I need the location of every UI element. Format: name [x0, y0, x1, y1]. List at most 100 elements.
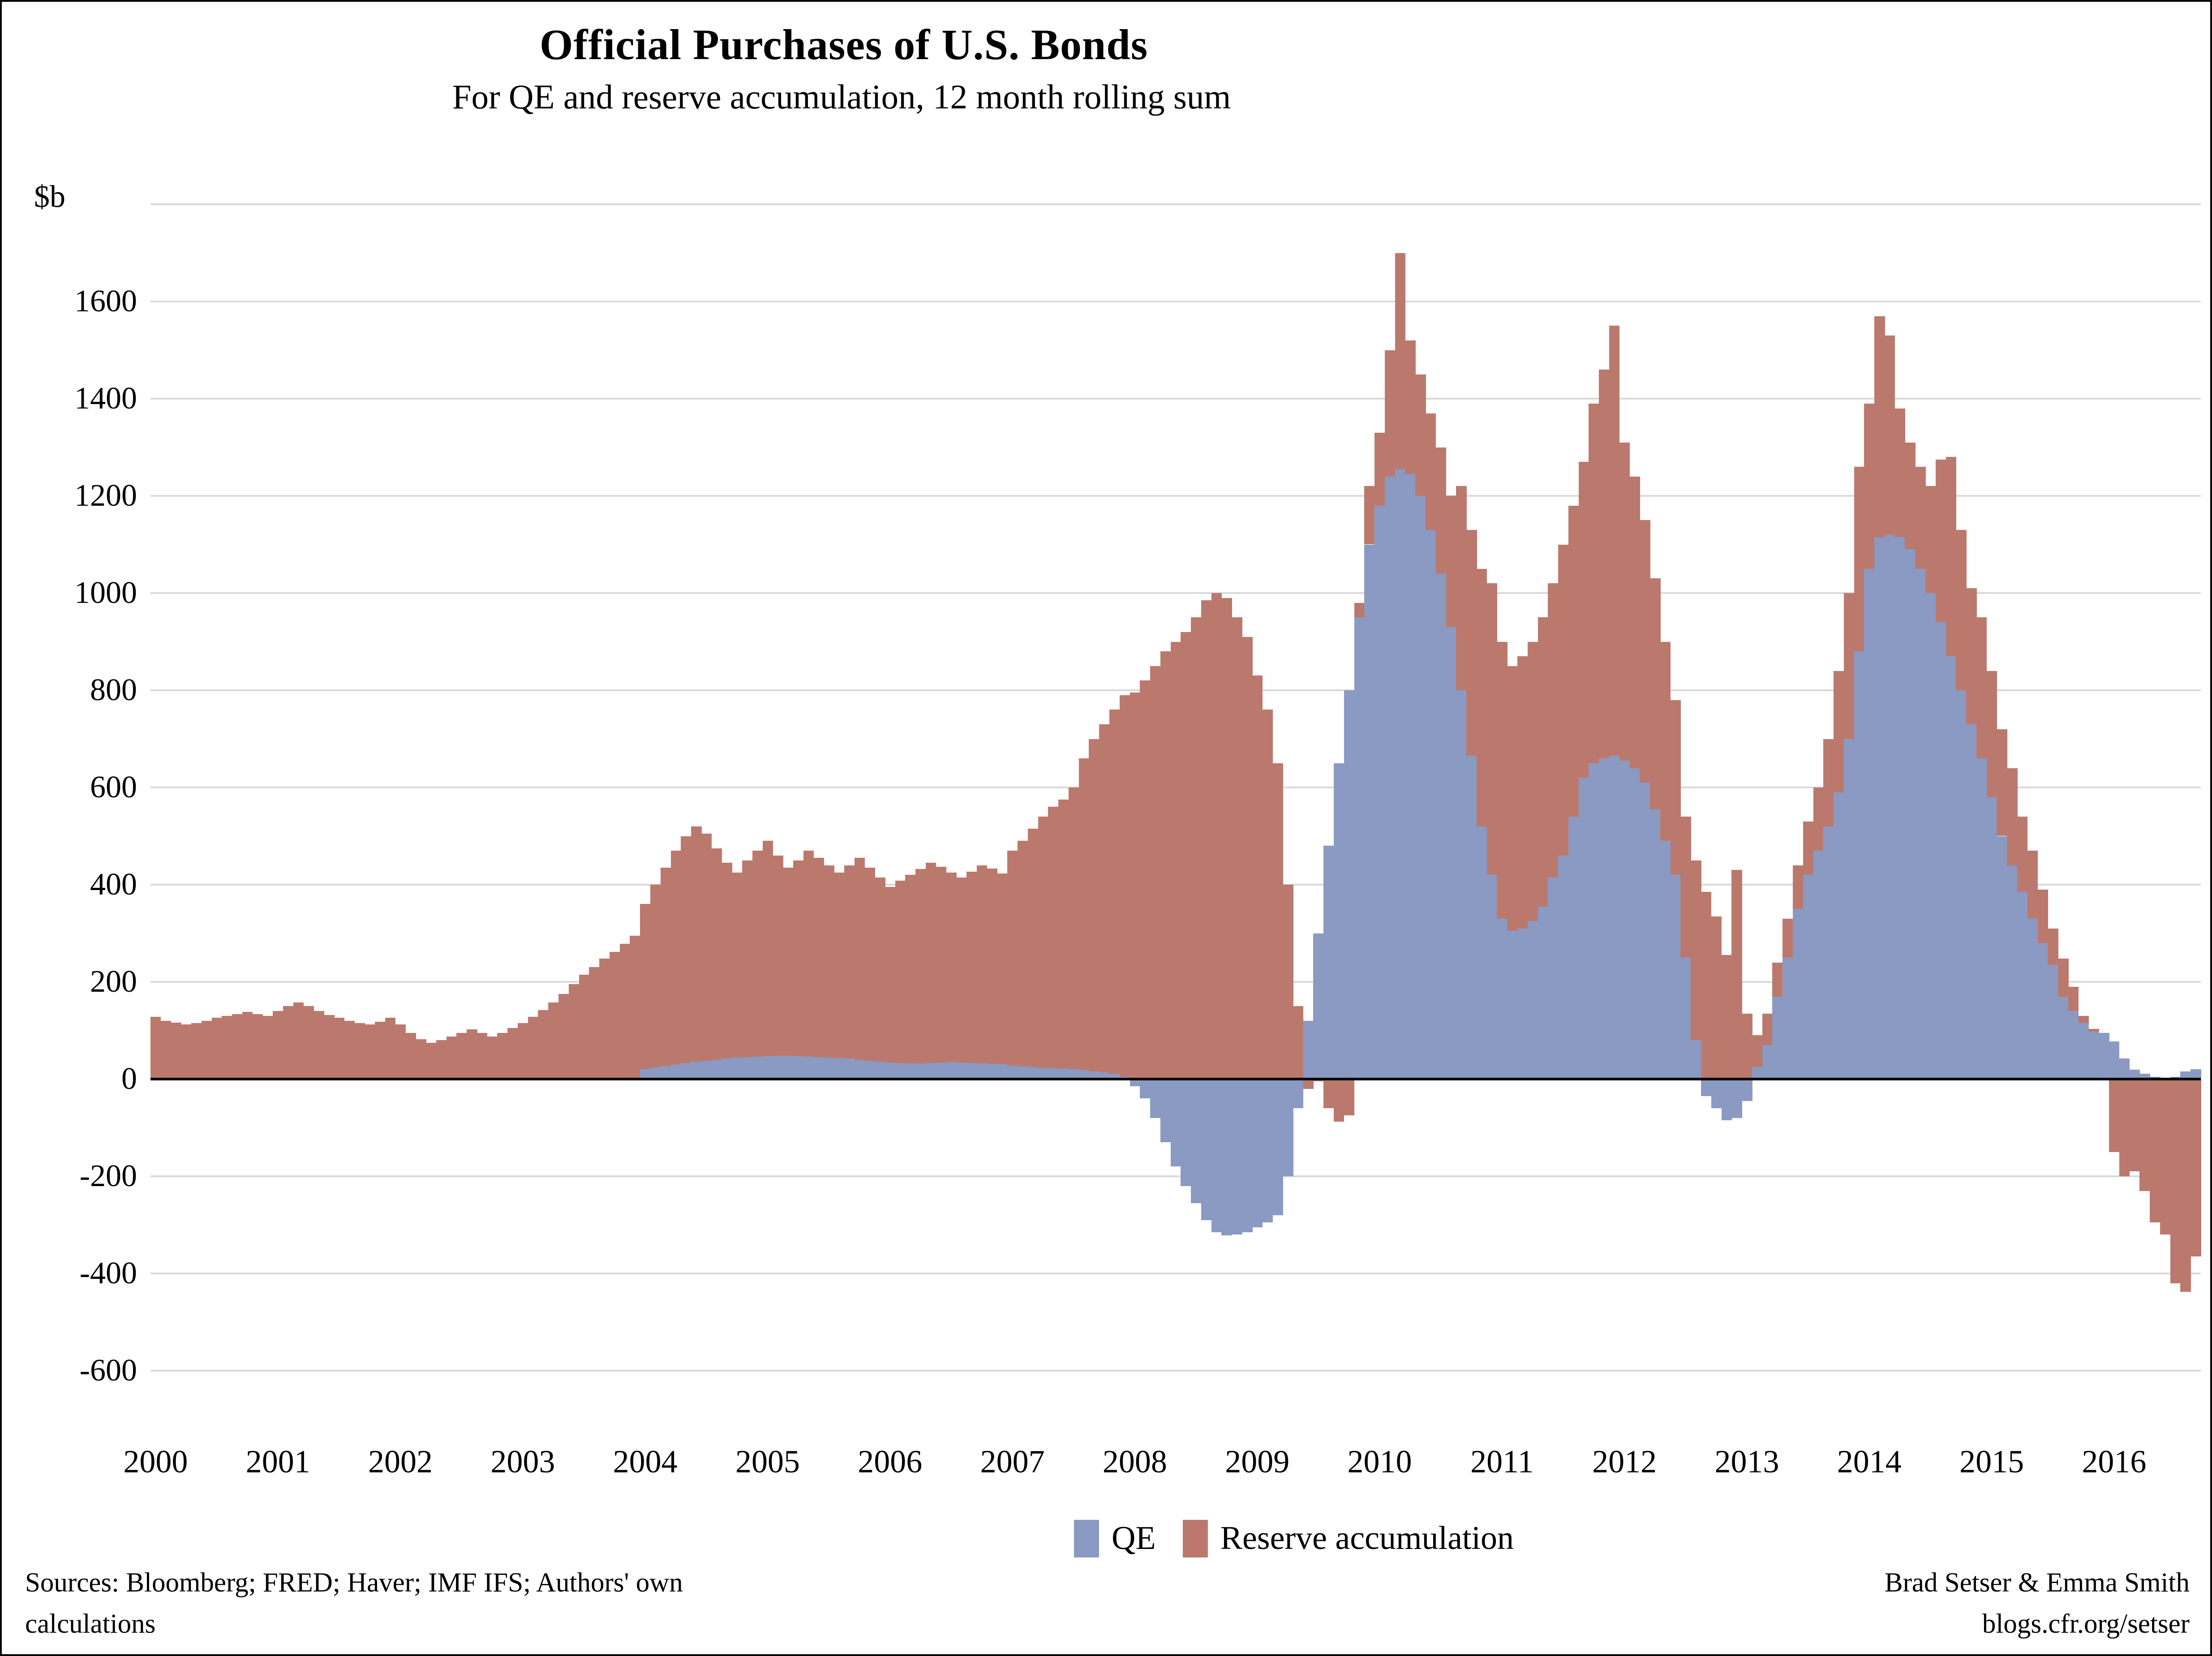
- reserve-bar: [875, 877, 885, 1062]
- qe-bar: [1650, 809, 1661, 1079]
- qe-bar: [691, 1061, 702, 1079]
- qe-bar: [854, 1059, 865, 1079]
- gridline: [150, 495, 2201, 497]
- reserve-bar: [191, 1023, 202, 1079]
- reserve-bar: [987, 869, 998, 1064]
- reserve-bar: [1609, 326, 1620, 756]
- qe-bar-negative: [1191, 1079, 1202, 1203]
- reserve-bar: [1517, 656, 1528, 929]
- qe-bar: [1792, 909, 1804, 1079]
- x-tick-label-2014: 2014: [1837, 1444, 1902, 1480]
- qe-bar: [1313, 933, 1324, 1079]
- reserve-bar: [1017, 841, 1028, 1067]
- reserve-bar: [1986, 671, 1997, 797]
- x-tick-label-2012: 2012: [1592, 1444, 1657, 1480]
- reserve-bar: [1997, 729, 2007, 836]
- reserve-bar: [1660, 641, 1671, 841]
- reserve-bar: [1721, 955, 1732, 1079]
- qe-bar: [1507, 931, 1518, 1079]
- reserve-bar: [365, 1024, 375, 1079]
- qe-bar: [1629, 768, 1640, 1079]
- reserve-bar: [344, 1020, 355, 1079]
- reserve-bar: [1426, 413, 1436, 530]
- qe-bar: [1486, 875, 1498, 1079]
- reserve-bar: [2068, 986, 2079, 1011]
- reserve-bar: [181, 1024, 192, 1079]
- qe-bar: [2027, 918, 2038, 1079]
- qe-bar: [1476, 826, 1487, 1079]
- reserve-bar: [160, 1020, 172, 1079]
- reserve-bar: [1170, 641, 1181, 1079]
- qe-bar: [1966, 724, 1977, 1079]
- qe-bar: [1803, 875, 1814, 1079]
- reserve-bar: [201, 1020, 212, 1079]
- reserve-bar: [2007, 768, 2018, 865]
- qe-bar: [2068, 1011, 2079, 1079]
- source-note: Sources: Bloomberg; FRED; Haver; IMF IFS…: [25, 1562, 683, 1644]
- qe-bar: [2119, 1058, 2130, 1079]
- reserve-bar: [507, 1028, 518, 1079]
- reserve-bar: [1548, 583, 1559, 877]
- reserve-bar: [1813, 787, 1824, 851]
- reserve-bar: [211, 1018, 223, 1079]
- reserve-bar-negative: [2119, 1079, 2130, 1176]
- reserve-bar-negative: [2129, 1079, 2140, 1172]
- qe-bar: [1762, 1045, 1773, 1079]
- reserve-bar: [558, 994, 569, 1079]
- x-tick-label-2013: 2013: [1714, 1444, 1779, 1480]
- y-tick-label: 1200: [74, 478, 137, 513]
- qe-bar: [722, 1058, 732, 1079]
- reserve-bar-negative: [1334, 1079, 1344, 1122]
- reserve-bar: [711, 848, 722, 1060]
- x-tick-label-2002: 2002: [368, 1444, 433, 1480]
- reserve-bar: [303, 1006, 314, 1079]
- qe-bar: [2129, 1070, 2140, 1079]
- reserve-bar: [171, 1023, 182, 1079]
- qe-bar: [1527, 921, 1538, 1079]
- qe-bar: [762, 1056, 773, 1079]
- reserve-bar: [803, 851, 814, 1057]
- reserve-bar: [1466, 529, 1477, 756]
- reserve-bar: [691, 826, 702, 1062]
- reserve-bar: [1864, 403, 1875, 569]
- qe-bar: [2078, 1023, 2089, 1079]
- reserve-bar: [1956, 529, 1967, 690]
- qe-bar: [1905, 549, 1916, 1079]
- x-tick-label-2015: 2015: [1959, 1444, 2024, 1480]
- legend-item-reserve: Reserve accumulation: [1182, 1519, 1514, 1557]
- qe-bar: [834, 1058, 845, 1079]
- reserve-bar: [1140, 680, 1151, 1079]
- reserve-bar: [1680, 817, 1691, 958]
- y-tick-label: 800: [90, 673, 137, 707]
- x-tick-label-2009: 2009: [1225, 1444, 1290, 1480]
- reserve-bar: [589, 967, 600, 1079]
- reserve-bar: [1762, 1013, 1773, 1045]
- qe-bar: [844, 1058, 855, 1079]
- reserve-bar: [314, 1011, 324, 1079]
- reserve-bar: [1619, 442, 1630, 761]
- qe-bar: [936, 1062, 947, 1079]
- source-line-1: Sources: Bloomberg; FRED; Haver; IMF IFS…: [25, 1568, 683, 1598]
- reserve-bar: [1007, 851, 1018, 1066]
- qe-bar: [1007, 1065, 1018, 1079]
- qe-bar: [1548, 877, 1559, 1079]
- gridline: [150, 301, 2201, 302]
- qe-bar: [793, 1056, 804, 1079]
- reserve-bar: [1854, 466, 1865, 652]
- reserve-bar: [1252, 675, 1263, 1079]
- y-tick-label: -600: [79, 1353, 137, 1388]
- y-axis-tick-labels: 1600 1400 1200 1000 800 600 400 200 0 -200 -400 -60…: [2, 204, 137, 1386]
- reserve-bar: [905, 875, 916, 1064]
- reserve-bar: [1935, 459, 1946, 623]
- reserve-bar: [1691, 860, 1701, 1041]
- qe-bar: [1048, 1068, 1059, 1079]
- qe-bar: [742, 1057, 753, 1079]
- reserve-bar: [1354, 602, 1365, 618]
- qe-bar: [966, 1063, 977, 1079]
- reserve-bar: [1507, 666, 1518, 931]
- qe-bar: [997, 1064, 1008, 1079]
- qe-bar: [1415, 496, 1426, 1079]
- qe-bar: [1068, 1069, 1079, 1079]
- reserve-bar: [1272, 763, 1283, 1079]
- reserve-bar: [1966, 588, 1977, 724]
